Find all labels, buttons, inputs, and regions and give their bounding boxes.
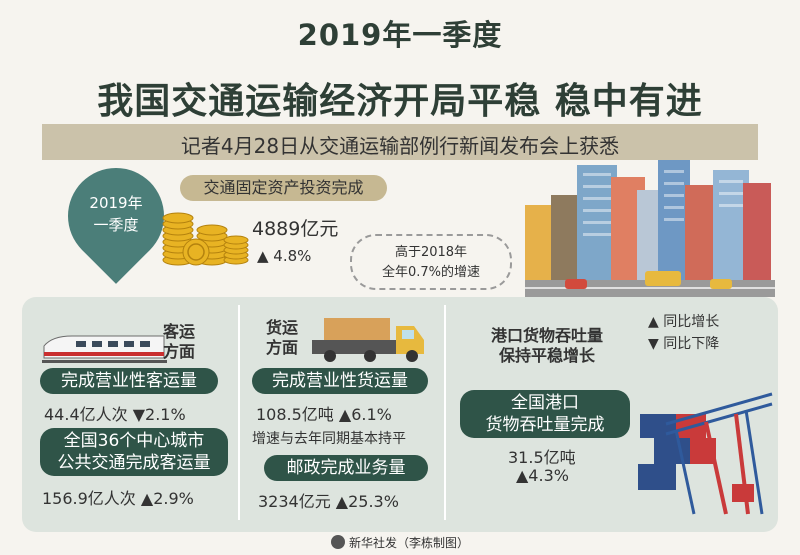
port-crane-icon	[638, 392, 773, 515]
period-badge-line1: 2019年	[89, 194, 143, 212]
passenger-volume-label: 完成营业性客运量	[40, 368, 218, 394]
headline-main: 我国交通运输经济开局平稳 稳中有进	[97, 81, 703, 122]
passenger-volume-value: 44.4亿人次 ▼2.1%	[44, 405, 186, 424]
port-heading: 港口货物吞吐量 保持平稳增长	[472, 326, 622, 366]
freight-heading: 货运 方面	[266, 318, 298, 358]
freight-volume-value: 108.5亿吨 ▲6.1%	[256, 405, 392, 424]
passenger-heading-line2: 方面	[163, 342, 196, 361]
urban-transit-label: 全国36个中心城市 公共交通完成客运量	[40, 428, 228, 476]
port-throughput-growth: ▲4.3%	[516, 466, 569, 485]
investment-label: 交通固定资产投资完成	[180, 175, 387, 201]
comparison-note-bubble: 高于2018年 全年0.7%的增速	[350, 234, 512, 290]
freight-volume-label: 完成营业性货运量	[252, 368, 428, 394]
passenger-heading-line1: 客运	[163, 322, 196, 341]
legend-down: ▼ 同比下降	[648, 336, 720, 352]
postal-volume-label: 邮政完成业务量	[264, 455, 428, 481]
period-badge-line2: 一季度	[93, 216, 139, 234]
freight-heading-line1: 货运	[266, 318, 299, 337]
investment-growth: ▲ 4.8%	[257, 247, 312, 265]
port-throughput-value: 31.5亿吨	[508, 448, 576, 467]
headline-year: 2019年一季度	[297, 18, 503, 52]
port-throughput-label: 全国港口 货物吞吐量完成	[460, 390, 630, 438]
freight-heading-line2: 方面	[266, 338, 299, 357]
trend-legend: ▲ 同比增长 ▼ 同比下降	[648, 311, 719, 355]
subtitle-banner: 记者4月28日从交通运输部例行新闻发布会上获悉	[42, 124, 758, 160]
passenger-heading: 客运 方面	[163, 322, 195, 362]
subtitle-text: 记者4月28日从交通运输部例行新闻发布会上获悉	[180, 134, 620, 158]
comparison-note-line2: 全年0.7%的增速	[381, 265, 481, 280]
postal-volume-value: 3234亿元 ▲25.3%	[258, 492, 399, 511]
credit-text: 新华社发（李栋制图）	[348, 536, 469, 550]
column-divider	[238, 305, 240, 520]
credit-footer: 新华社发（李栋制图）	[0, 534, 800, 551]
port-heading-line2: 保持平稳增长	[498, 346, 595, 365]
port-throughput-label-line2: 货物吞吐量完成	[485, 415, 605, 435]
investment-amount: 4889亿元	[252, 218, 339, 240]
urban-transit-value: 156.9亿人次 ▲2.9%	[42, 489, 194, 508]
freight-growth-note: 增速与去年同期基本持平	[252, 431, 406, 447]
column-divider	[444, 305, 446, 520]
legend-up: ▲ 同比增长	[648, 314, 720, 330]
urban-transit-label-line1: 全国36个中心城市	[63, 431, 205, 451]
high-speed-train-icon	[42, 335, 167, 363]
cargo-truck-icon	[312, 318, 424, 362]
port-heading-line1: 港口货物吞吐量	[490, 326, 603, 345]
port-throughput-label-line1: 全国港口	[511, 393, 579, 413]
xinhua-logo-icon	[330, 535, 345, 549]
comparison-note-line1: 高于2018年	[394, 245, 468, 260]
urban-transit-label-line2: 公共交通完成客运量	[57, 453, 211, 473]
period-badge: 2019年 一季度	[68, 192, 164, 236]
skyline-illustration	[525, 160, 775, 297]
coin-stack-icon	[162, 212, 249, 266]
